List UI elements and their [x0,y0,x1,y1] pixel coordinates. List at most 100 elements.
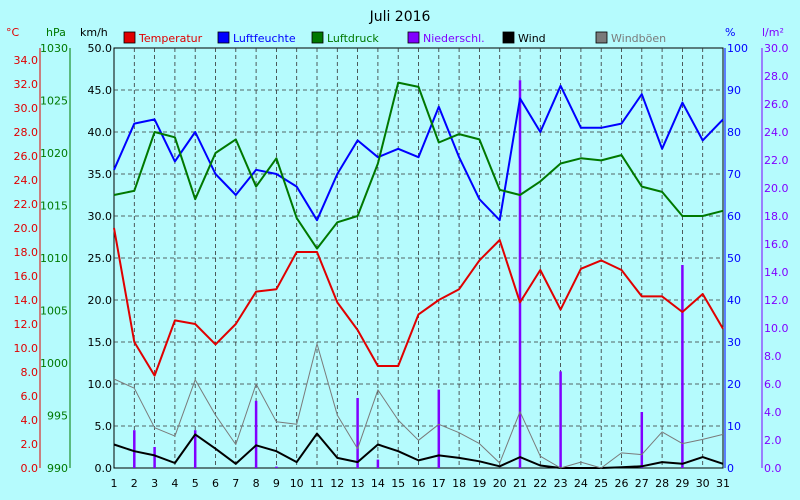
temperature-tick-label: 6.0 [21,390,39,403]
pressure-tick-label: 1025 [40,95,68,108]
wind-tick-label: 35.0 [88,168,113,181]
x-tick-label: 2 [131,477,138,490]
pressure-tick-label: 1030 [40,42,68,55]
x-tick-label: 23 [554,477,568,490]
precipitation-bars [133,80,684,468]
x-tick-label: 27 [635,477,649,490]
humidity-tick-label: 0 [727,462,734,475]
precipitation-unit-label: l/m² [762,26,784,39]
series-line-luftdruck [113,81,724,250]
precipitation-tick-label: 12.0 [764,294,789,307]
series-lines [113,81,724,469]
precipitation-bar [133,430,136,468]
humidity-tick-label: 30 [727,336,741,349]
x-tick-label: 5 [192,477,199,490]
precipitation-bar [376,459,380,468]
temperature-tick-label: 20.0 [14,222,39,235]
precipitation-tick-label: 4.0 [764,406,782,419]
precipitation-tick-label: 20.0 [764,182,789,195]
precipitation-tick-label: 6.0 [764,378,782,391]
temperature-tick-label: 26.0 [14,150,39,163]
x-tick-label: 9 [273,477,280,490]
temperature-tick-label: 34.0 [14,54,39,67]
x-tick-label: 22 [533,477,547,490]
humidity-tick-label: 10 [727,420,741,433]
humidity-unit-label: % [725,26,735,39]
temperature-tick-label: 4.0 [21,414,39,427]
x-tick-label: 26 [615,477,629,490]
legend-label: Luftfeuchte [233,32,296,45]
legend-swatch [407,31,420,44]
wind-tick-label: 15.0 [88,336,113,349]
wind-tick-label: 0.0 [95,462,113,475]
precipitation-bar [153,447,156,468]
x-tick-label: 20 [493,477,507,490]
legend-label: Niederschl. [423,32,485,45]
precipitation-bar [437,389,441,468]
x-tick-label: 24 [574,477,588,490]
legend-swatch [311,31,324,44]
pressure-tick-label: 1015 [40,200,68,213]
legend-swatch [502,31,515,44]
wind-tick-label: 50.0 [88,42,113,55]
humidity-tick-label: 70 [727,168,741,181]
legend-swatch [595,31,608,44]
temperature-tick-label: 14.0 [14,294,39,307]
x-tick-label: 31 [716,477,730,490]
humidity-tick-label: 90 [727,84,741,97]
x-tick-label: 14 [371,477,385,490]
wind-tick-label: 20.0 [88,294,113,307]
humidity-tick-label: 100 [727,42,748,55]
series-line-luftfeuchte [113,84,724,222]
wind-tick-label: 45.0 [88,84,113,97]
precipitation-tick-label: 22.0 [764,154,789,167]
temperature-tick-label: 8.0 [21,366,39,379]
precipitation-tick-label: 8.0 [764,350,782,363]
precipitation-bar [254,400,258,468]
wind-tick-label: 30.0 [88,210,113,223]
precipitation-tick-label: 28.0 [764,70,789,83]
x-tick-label: 18 [452,477,466,490]
pressure-tick-label: 1020 [40,147,68,160]
legend-swatch [123,31,136,44]
x-tick-label: 15 [391,477,405,490]
pressure-tick-label: 1005 [40,305,68,318]
x-axis: 1 2 3 4 5 6 7 8 9 10 11 12 13 14 15 16 17 18 19 20 21 22 23 24 2… [111,477,731,490]
grid-lines [114,48,723,468]
precipitation-bar [559,371,562,468]
wind-tick-label: 10.0 [88,378,113,391]
x-tick-label: 6 [212,477,219,490]
temperature-tick-label: 16.0 [14,270,39,283]
pressure-tick-label: 990 [47,462,68,475]
precipitation-bar [640,412,644,468]
x-tick-label: 12 [330,477,344,490]
precipitation-tick-label: 16.0 [764,238,789,251]
temperature-tick-label: 12.0 [14,318,39,331]
x-tick-label: 17 [432,477,446,490]
x-tick-label: 13 [351,477,365,490]
precipitation-tick-label: 24.0 [764,126,789,139]
chart-title: Juli 2016 [369,9,431,25]
legend-label: Luftdruck [327,32,379,45]
precipitation-bar [275,466,278,468]
humidity-tick-label: 80 [727,126,741,139]
temperature-tick-label: 18.0 [14,246,39,259]
legend-swatch [217,31,230,44]
humidity-tick-label: 20 [727,378,741,391]
axis-unit-labels: °C hPa km/h% l/m² [6,26,784,39]
precipitation-bar [518,80,522,468]
wind-tick-label: 40.0 [88,126,113,139]
temperature-tick-label: 0.0 [21,462,39,475]
x-tick-label: 29 [675,477,689,490]
pressure-tick-label: 995 [47,410,68,423]
temperature-tick-label: 10.0 [14,342,39,355]
wind-tick-label: 5.0 [95,420,113,433]
temperature-tick-label: 32.0 [14,78,39,91]
precipitation-tick-label: 18.0 [764,210,789,223]
x-tick-label: 28 [655,477,669,490]
x-tick-label: 10 [290,477,304,490]
chart-legend: Temperatur Luftfeuchte Luftdruck Niederschl… [123,31,666,45]
temperature-tick-label: 30.0 [14,102,39,115]
x-tick-label: 19 [472,477,486,490]
legend-label: Wind [518,32,546,45]
